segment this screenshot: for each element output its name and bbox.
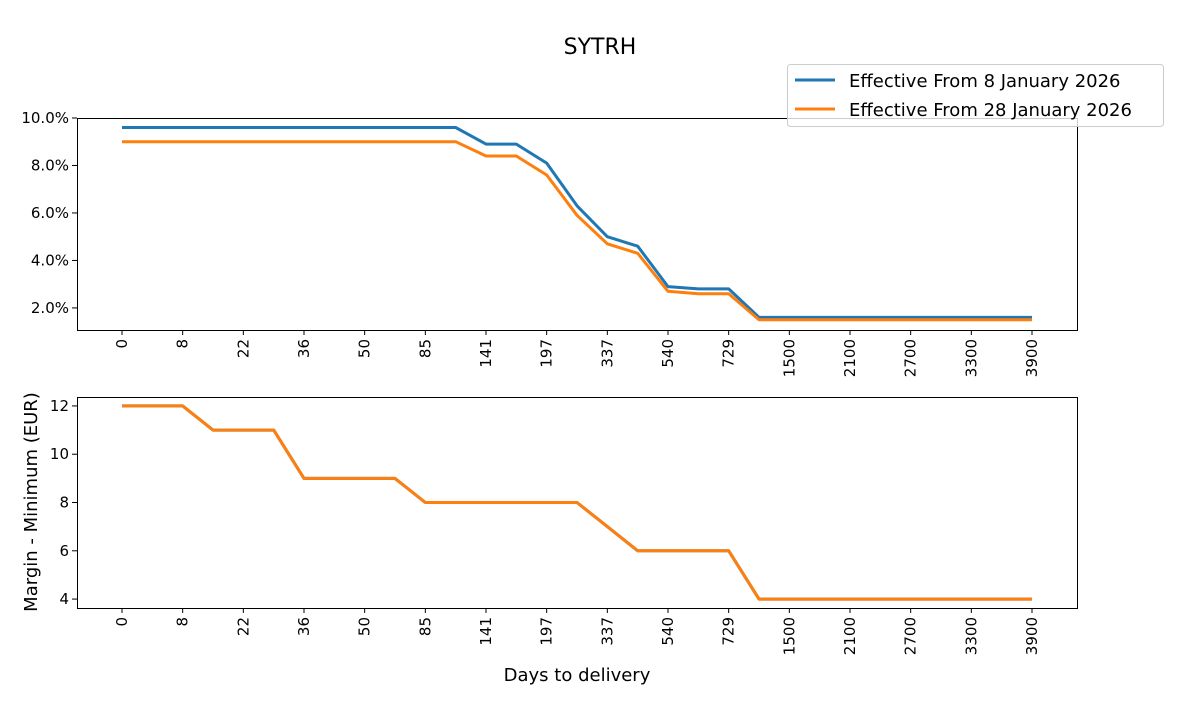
y-tick-label: 8 (59, 494, 69, 512)
x-tick-label: 1500 (780, 339, 798, 377)
legend: Effective From 8 January 2026 Effective … (787, 64, 1164, 127)
y-tick-label: 4 (59, 590, 69, 608)
x-tick-label: 540 (659, 617, 677, 646)
x-tick-label: 22 (234, 617, 252, 636)
x-tick-label: 85 (416, 617, 434, 636)
x-tick-label: 337 (598, 339, 616, 368)
x-tick-label: 2700 (902, 339, 920, 377)
series-line-1 (122, 126, 1032, 319)
y-tick-label: 4.0% (31, 251, 69, 269)
x-tick-label: 0 (113, 339, 131, 349)
x-tick-label: 337 (598, 617, 616, 646)
x-tick-label: 36 (295, 617, 313, 636)
y-tick-label: 6 (59, 542, 69, 560)
x-tick-label: 3900 (1023, 339, 1041, 377)
x-tick-label: 85 (416, 339, 434, 358)
y-tick-label: 8.0% (31, 156, 69, 174)
x-tick-label: 1500 (780, 617, 798, 655)
legend-label-series-1: Effective From 8 January 2026 (849, 71, 1121, 92)
x-tick-label: 2100 (841, 617, 859, 655)
x-tick-label: 50 (356, 617, 374, 636)
x-tick-label: 729 (720, 339, 738, 368)
legend-label-series-2: Effective From 28 January 2026 (849, 100, 1132, 121)
y-tick-label: 2.0% (31, 299, 69, 317)
x-tick-label: 3900 (1023, 617, 1041, 655)
chart-title: SYTRH (564, 35, 637, 60)
x-tick-label: 8 (174, 339, 192, 349)
x-tick-label: 3300 (962, 617, 980, 655)
x-tick-label: 8 (174, 617, 192, 627)
axes-frame (77, 397, 1078, 609)
series-line-2 (122, 140, 1032, 322)
x-tick-label: 3300 (962, 339, 980, 377)
x-tick-label: 729 (720, 617, 738, 646)
legend-frame (787, 64, 1164, 127)
x-tick-label: 540 (659, 339, 677, 368)
x-tick-label: 197 (538, 339, 556, 368)
x-tick-label: 141 (477, 339, 495, 368)
top-axes: 0 8 22 36 50 85 141 197 337 540 729 1500 2100 2700 330… (21, 109, 1078, 377)
x-tick-label: 36 (295, 339, 313, 358)
x-tick-label: 50 (356, 339, 374, 358)
x-tick-label: 0 (113, 617, 131, 627)
x-tick-label: 2100 (841, 339, 859, 377)
axes-frame (77, 118, 1078, 331)
x-tick-label: 141 (477, 617, 495, 646)
y-tick-label: 12 (50, 397, 69, 415)
y-tick-label: 10.0% (21, 109, 69, 127)
x-tick-label: 197 (538, 617, 556, 646)
x-tick-label: 22 (234, 339, 252, 358)
x-axis-label: Days to delivery (504, 665, 651, 686)
series-line-2 (122, 404, 1032, 601)
x-tick-label: 2700 (902, 617, 920, 655)
y-axis-label: Margin - Minimum (EUR) (21, 392, 42, 612)
y-tick-label: 6.0% (31, 204, 69, 222)
bottom-axes: 0 8 22 36 50 85 141 197 337 540 729 1500 2100 2700 330… (50, 397, 1078, 655)
y-tick-label: 10 (50, 445, 69, 463)
